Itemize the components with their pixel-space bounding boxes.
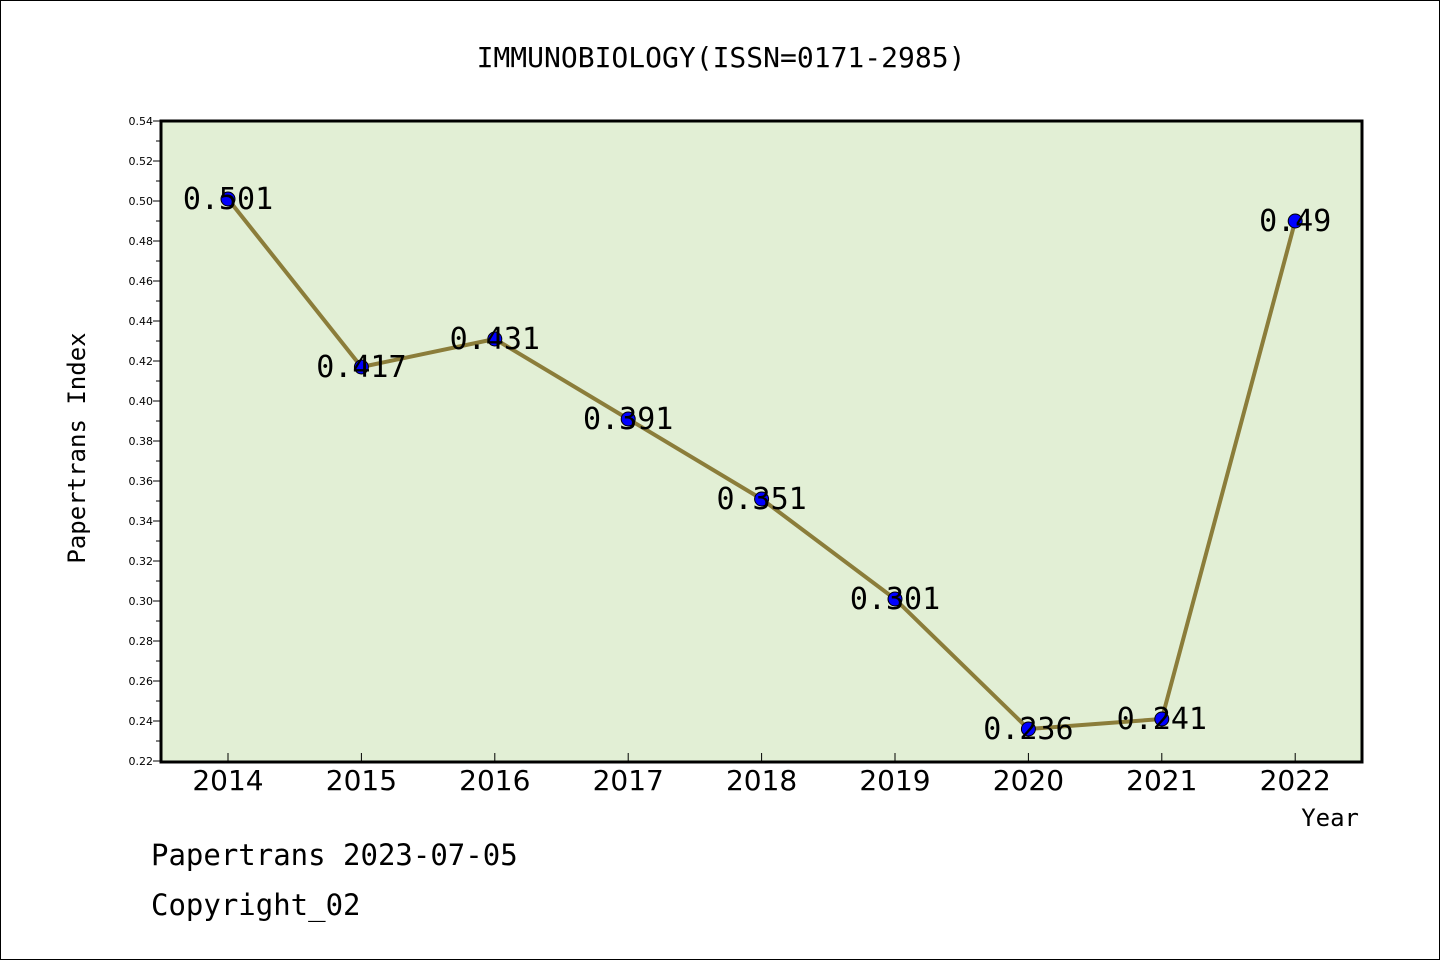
y-tick-label: 0.26 [129, 675, 154, 688]
y-tick-label: 0.34 [129, 515, 154, 528]
chart-title: IMMUNOBIOLOGY(ISSN=0171-2985) [477, 41, 966, 74]
data-point [220, 191, 236, 207]
x-axis-label: Year [1301, 804, 1359, 832]
data-point [1154, 711, 1170, 727]
data-point [887, 591, 903, 607]
x-axis: 2014 2015 2016 2017 2018 2019 2020 2021 2022 [192, 753, 1331, 797]
y-tick-label: 0.28 [129, 635, 154, 648]
y-tick-label: 0.50 [129, 195, 154, 208]
y-tick-label: 0.22 [129, 755, 154, 768]
y-tick-label: 0.46 [129, 275, 154, 288]
x-tick-label: 2016 [459, 764, 530, 797]
data-point [1020, 721, 1036, 737]
data-point [620, 411, 636, 427]
data-label: 0.391 [583, 402, 673, 437]
x-tick-label: 2017 [593, 764, 664, 797]
data-label: 0.351 [716, 482, 806, 517]
series-markers [220, 191, 1303, 737]
x-tick-label: 2021 [1126, 764, 1197, 797]
x-tick-label: 2020 [993, 764, 1064, 797]
data-point [754, 491, 770, 507]
data-point [1287, 213, 1303, 229]
y-axis-label: Papertrans Index [63, 332, 91, 563]
y-tick-label: 0.42 [129, 355, 154, 368]
data-label: 0.417 [316, 350, 406, 385]
y-tick-label: 0.30 [129, 595, 154, 608]
y-tick-label: 0.36 [129, 475, 154, 488]
data-label: 0.431 [450, 322, 540, 357]
x-tick-label: 2018 [726, 764, 797, 797]
y-tick-label: 0.32 [129, 555, 154, 568]
data-label: 0.49 [1259, 204, 1331, 239]
x-tick-label: 2019 [859, 764, 930, 797]
y-axis: 0.22 0.24 0.26 0.28 0.30 0.32 0.34 0.36 0.38 0.40… [129, 115, 161, 768]
y-tick-label: 0.48 [129, 235, 154, 248]
data-label: 0.241 [1117, 702, 1207, 737]
plot-area [159, 119, 1364, 764]
data-label: 0.301 [850, 582, 940, 617]
x-tick-label: 2014 [192, 764, 263, 797]
y-tick-label: 0.24 [129, 715, 154, 728]
y-tick-label: 0.38 [129, 435, 154, 448]
y-tick-label: 0.44 [129, 315, 154, 328]
data-labels: 0.501 0.417 0.431 0.391 0.351 0.301 0.236 0.241… [183, 182, 1331, 747]
x-tick-label: 2022 [1260, 764, 1331, 797]
x-tick-label: 2015 [326, 764, 397, 797]
y-tick-label: 0.40 [129, 395, 154, 408]
data-label: 0.501 [183, 182, 273, 217]
footer-date: Papertrans 2023-07-05 [151, 838, 518, 872]
y-tick-label: 0.52 [129, 155, 154, 168]
data-point [487, 331, 503, 347]
data-label: 0.236 [983, 712, 1073, 747]
data-point [353, 359, 369, 375]
footer-copyright: Copyright_02 [151, 888, 361, 923]
y-tick-label: 0.54 [129, 115, 154, 128]
